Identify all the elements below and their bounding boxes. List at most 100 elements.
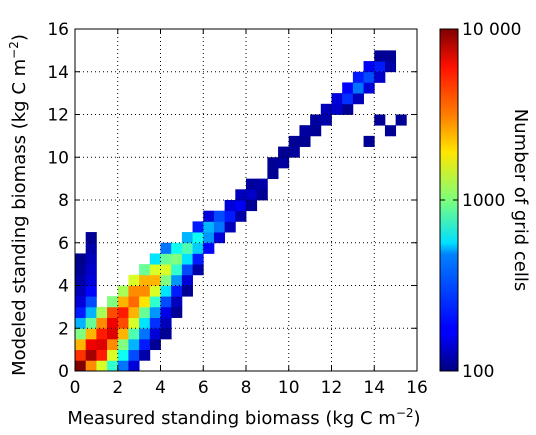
heatmap-cell [117, 360, 129, 372]
heatmap-cell [160, 242, 172, 254]
heatmap-cell [374, 61, 386, 73]
y-tick-label: 16 [47, 20, 69, 40]
heatmap-cell [267, 157, 279, 169]
heatmap-cell [192, 253, 204, 265]
heatmap-cell [128, 349, 140, 361]
heatmap-cell [139, 328, 151, 340]
heatmap-cell [342, 82, 354, 94]
heatmap-cell [374, 114, 386, 126]
colorbar-tick-label: 100 [462, 362, 494, 382]
heatmap-cell [85, 349, 97, 361]
heatmap-cell [160, 274, 172, 286]
heatmap-cell [75, 264, 87, 276]
heatmap-cell [75, 253, 87, 265]
heatmap-cell [75, 338, 87, 351]
heatmap-cell [75, 360, 87, 372]
heatmap-cell [107, 328, 119, 340]
x-tick-label: 8 [241, 378, 252, 398]
heatmap-cell [149, 264, 161, 276]
heatmap-cell [160, 264, 172, 276]
heatmap-cell [384, 50, 397, 62]
heatmap-cell [320, 114, 332, 126]
heatmap-cell [342, 103, 354, 115]
heatmap-cell [288, 135, 300, 147]
heatmap-cell [75, 328, 87, 340]
heatmap-cell [139, 317, 151, 329]
heatmap-cell [171, 242, 183, 254]
x-tick-label: 14 [363, 378, 385, 398]
heatmap-cell [128, 360, 140, 372]
heatmap-cell [363, 82, 375, 94]
heatmap-cell [299, 125, 311, 137]
heatmap-cell [85, 285, 97, 297]
heatmap-cell [107, 317, 119, 329]
heatmap-cell [213, 210, 226, 222]
heatmap-cell [117, 296, 129, 308]
heatmap-cell [171, 274, 183, 286]
heatmap-cell [149, 328, 161, 340]
heatmap-cell [160, 328, 172, 340]
colorbar-label: Number of grid cells [510, 109, 531, 291]
heatmap-cell [384, 61, 397, 73]
heatmap-cell [256, 189, 268, 201]
heatmap-cell [117, 306, 129, 318]
y-tick-label: 6 [58, 234, 69, 254]
heatmap-cell [96, 328, 108, 340]
heatmap-cell [246, 200, 258, 212]
heatmap-cell [352, 71, 364, 83]
heatmap-cell [107, 349, 119, 361]
y-tick-label: 14 [47, 63, 69, 83]
heatmap-cell [192, 242, 204, 254]
heatmap-cell [107, 306, 119, 318]
heatmap-cell [181, 253, 193, 265]
heatmap-cell [256, 178, 268, 190]
heatmap-cell [320, 103, 332, 115]
heatmap-cell [352, 82, 364, 94]
heatmap-cell [278, 146, 290, 158]
heatmap-cell [128, 328, 140, 340]
heatmap-cell [107, 296, 119, 308]
x-tick-label: 2 [112, 378, 123, 398]
heatmap-cell [352, 93, 364, 105]
heatmap-cell [181, 264, 193, 276]
heatmap-cell [171, 285, 183, 297]
heatmap-cell [181, 274, 193, 286]
heatmap-cell [149, 296, 161, 308]
heatmap-cell [384, 125, 397, 137]
heatmap-cell [96, 338, 108, 351]
heatmap-cell [224, 200, 236, 212]
heatmap-cell [107, 360, 119, 372]
heatmap-cell [278, 157, 290, 169]
heatmap-cell [85, 360, 97, 372]
heatmap-cell [107, 338, 119, 351]
heatmap-cell [96, 306, 108, 318]
y-tick-label: 10 [47, 148, 69, 168]
heatmap-cell [171, 306, 183, 318]
heatmap-cell [149, 317, 161, 329]
heatmap-cell [128, 317, 140, 329]
heatmap-cell [85, 242, 97, 254]
heatmap-cell [310, 114, 322, 126]
x-tick-label: 16 [406, 378, 428, 398]
x-axis-label: Measured standing biomass (kg C m−2) [67, 406, 420, 429]
heatmap-cell [363, 71, 375, 83]
heatmap-cell [160, 306, 172, 318]
heatmap-cell [75, 274, 87, 286]
colorbar-tick-label: 1000 [462, 191, 505, 211]
heatmap-cell [139, 264, 151, 276]
heatmap-cell [85, 328, 97, 340]
y-tick-label: 2 [58, 319, 69, 339]
heatmap-cell [192, 221, 204, 233]
heatmap-cell [149, 285, 161, 297]
heatmap-cell [171, 253, 183, 265]
heatmap-cell [235, 210, 247, 222]
heatmap-cell [139, 349, 151, 361]
heatmap-cell [75, 317, 87, 329]
heatmap-cell [181, 232, 193, 244]
heatmap-cell [267, 167, 279, 180]
y-tick-label: 0 [58, 362, 69, 382]
heatmap-cell [213, 221, 226, 233]
heatmap-cell [139, 306, 151, 318]
y-tick-label: 8 [58, 191, 69, 211]
